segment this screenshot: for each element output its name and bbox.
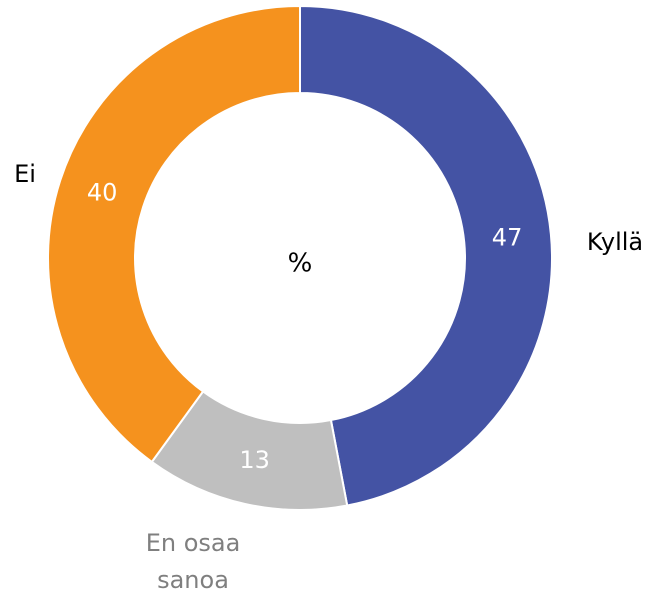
center-label: % <box>288 249 313 279</box>
value-label: 13 <box>239 446 270 474</box>
category-label: Ei <box>14 160 36 188</box>
value-label: 47 <box>492 223 523 251</box>
donut-segment <box>47 4 301 464</box>
category-label: En osaa sanoa <box>145 529 241 591</box>
donut-segment <box>299 4 553 507</box>
category-label: Kyllä <box>586 228 644 256</box>
value-label: 40 <box>87 179 118 207</box>
